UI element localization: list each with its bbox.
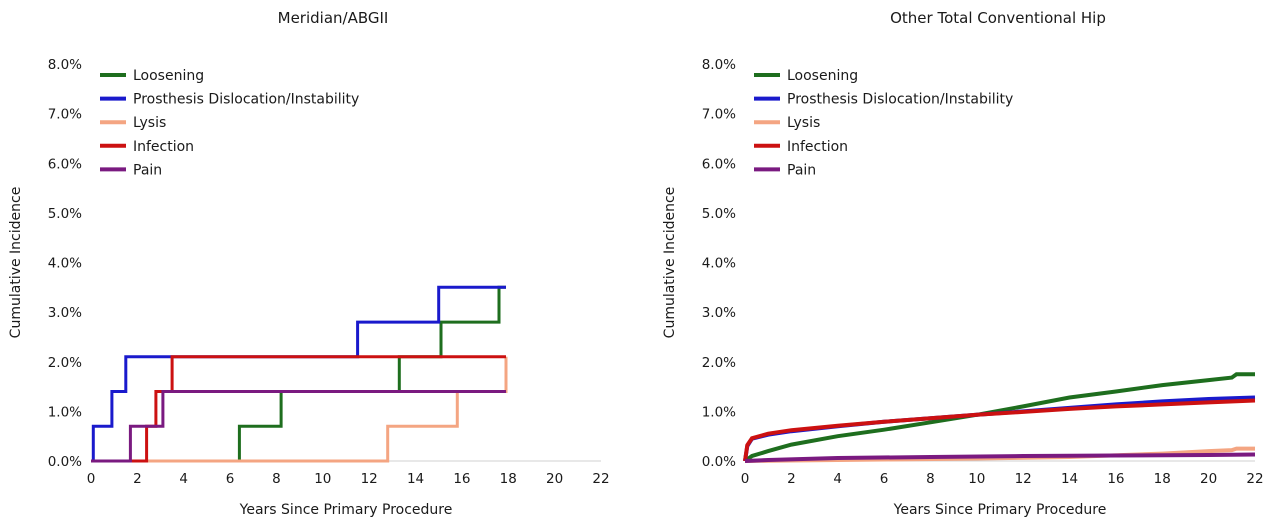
x-tick-label: 0 — [741, 471, 750, 487]
x-tick-label: 6 — [226, 471, 235, 487]
series-line-loosening — [743, 372, 1255, 463]
x-tick-label: 20 — [1200, 471, 1217, 487]
y-tick-label: 3.0% — [702, 305, 736, 321]
x-tick-label: 20 — [546, 471, 563, 487]
legend-entry: Loosening — [133, 68, 204, 84]
legend-entry: Lysis — [787, 115, 820, 131]
chart-panel-1: Meridian/ABGII 0.0% 1.0% 2.0% 3.0% 4.0% 5.0% 6.… — [8, 9, 610, 518]
series-line-pain — [91, 390, 506, 463]
y-tick-label: 6.0% — [702, 156, 736, 172]
chart-title: Meridian/ABGII — [278, 9, 389, 27]
legend-entry: Pain — [133, 162, 162, 178]
legend-entry: Loosening — [787, 68, 858, 84]
x-tick-label: 8 — [926, 471, 935, 487]
x-tick-label: 14 — [407, 471, 424, 487]
x-tick-label: 16 — [453, 471, 470, 487]
series-line-prosthesis-dislocation-instability — [91, 285, 506, 463]
x-tick-label: 12 — [1015, 471, 1032, 487]
y-tick-label: 5.0% — [48, 206, 82, 222]
x-tick-label: 6 — [880, 471, 889, 487]
y-tick-label: 6.0% — [48, 156, 82, 172]
series-line-pain — [744, 452, 1256, 463]
y-tick-label: 7.0% — [48, 107, 82, 123]
x-tick-label: 18 — [500, 471, 517, 487]
x-tick-label: 4 — [179, 471, 188, 487]
legend-entry: Prosthesis Dislocation/Instability — [133, 92, 359, 108]
y-axis-label: Cumulative Incidence — [662, 187, 678, 339]
x-tick-label: 0 — [87, 471, 96, 487]
legend-entry: Infection — [133, 139, 194, 155]
x-axis-label: Years Since Primary Procedure — [893, 502, 1107, 518]
y-tick-label: 2.0% — [48, 355, 82, 371]
y-tick-label: 8.0% — [48, 57, 82, 73]
series-line-loosening — [91, 285, 506, 463]
series-line-lysis — [91, 356, 508, 463]
series-line-infection — [91, 355, 506, 463]
y-tick-label: 4.0% — [48, 256, 82, 272]
y-tick-label: 0.0% — [702, 454, 736, 470]
chart-panel-2: Other Total Conventional Hip 0.0% 1.0% 2.0%… — [662, 9, 1264, 518]
x-tick-label: 8 — [272, 471, 281, 487]
legend-entry: Prosthesis Dislocation/Instability — [787, 92, 1013, 108]
y-tick-label: 2.0% — [702, 355, 736, 371]
y-axis-label: Cumulative Incidence — [8, 187, 24, 339]
y-tick-label: 7.0% — [702, 107, 736, 123]
legend-entry: Lysis — [133, 115, 166, 131]
x-tick-label: 10 — [968, 471, 985, 487]
x-tick-label: 10 — [314, 471, 331, 487]
series-line-infection — [743, 398, 1256, 462]
x-tick-label: 18 — [1154, 471, 1171, 487]
x-tick-label: 22 — [1246, 471, 1263, 487]
x-tick-label: 16 — [1107, 471, 1124, 487]
y-tick-label: 0.0% — [48, 454, 82, 470]
y-tick-label: 1.0% — [48, 404, 82, 420]
y-tick-label: 8.0% — [702, 57, 736, 73]
y-tick-label: 5.0% — [702, 206, 736, 222]
x-axis-label: Years Since Primary Procedure — [239, 502, 453, 518]
legend-entry: Pain — [787, 162, 816, 178]
chart-title: Other Total Conventional Hip — [890, 9, 1106, 27]
y-tick-label: 4.0% — [702, 256, 736, 272]
x-tick-label: 2 — [133, 471, 142, 487]
x-tick-label: 4 — [833, 471, 842, 487]
x-tick-label: 14 — [1061, 471, 1078, 487]
x-tick-label: 22 — [592, 471, 609, 487]
y-tick-label: 3.0% — [48, 305, 82, 321]
y-tick-label: 1.0% — [702, 404, 736, 420]
legend-entry: Infection — [787, 139, 848, 155]
x-tick-label: 2 — [787, 471, 796, 487]
x-tick-label: 12 — [361, 471, 378, 487]
